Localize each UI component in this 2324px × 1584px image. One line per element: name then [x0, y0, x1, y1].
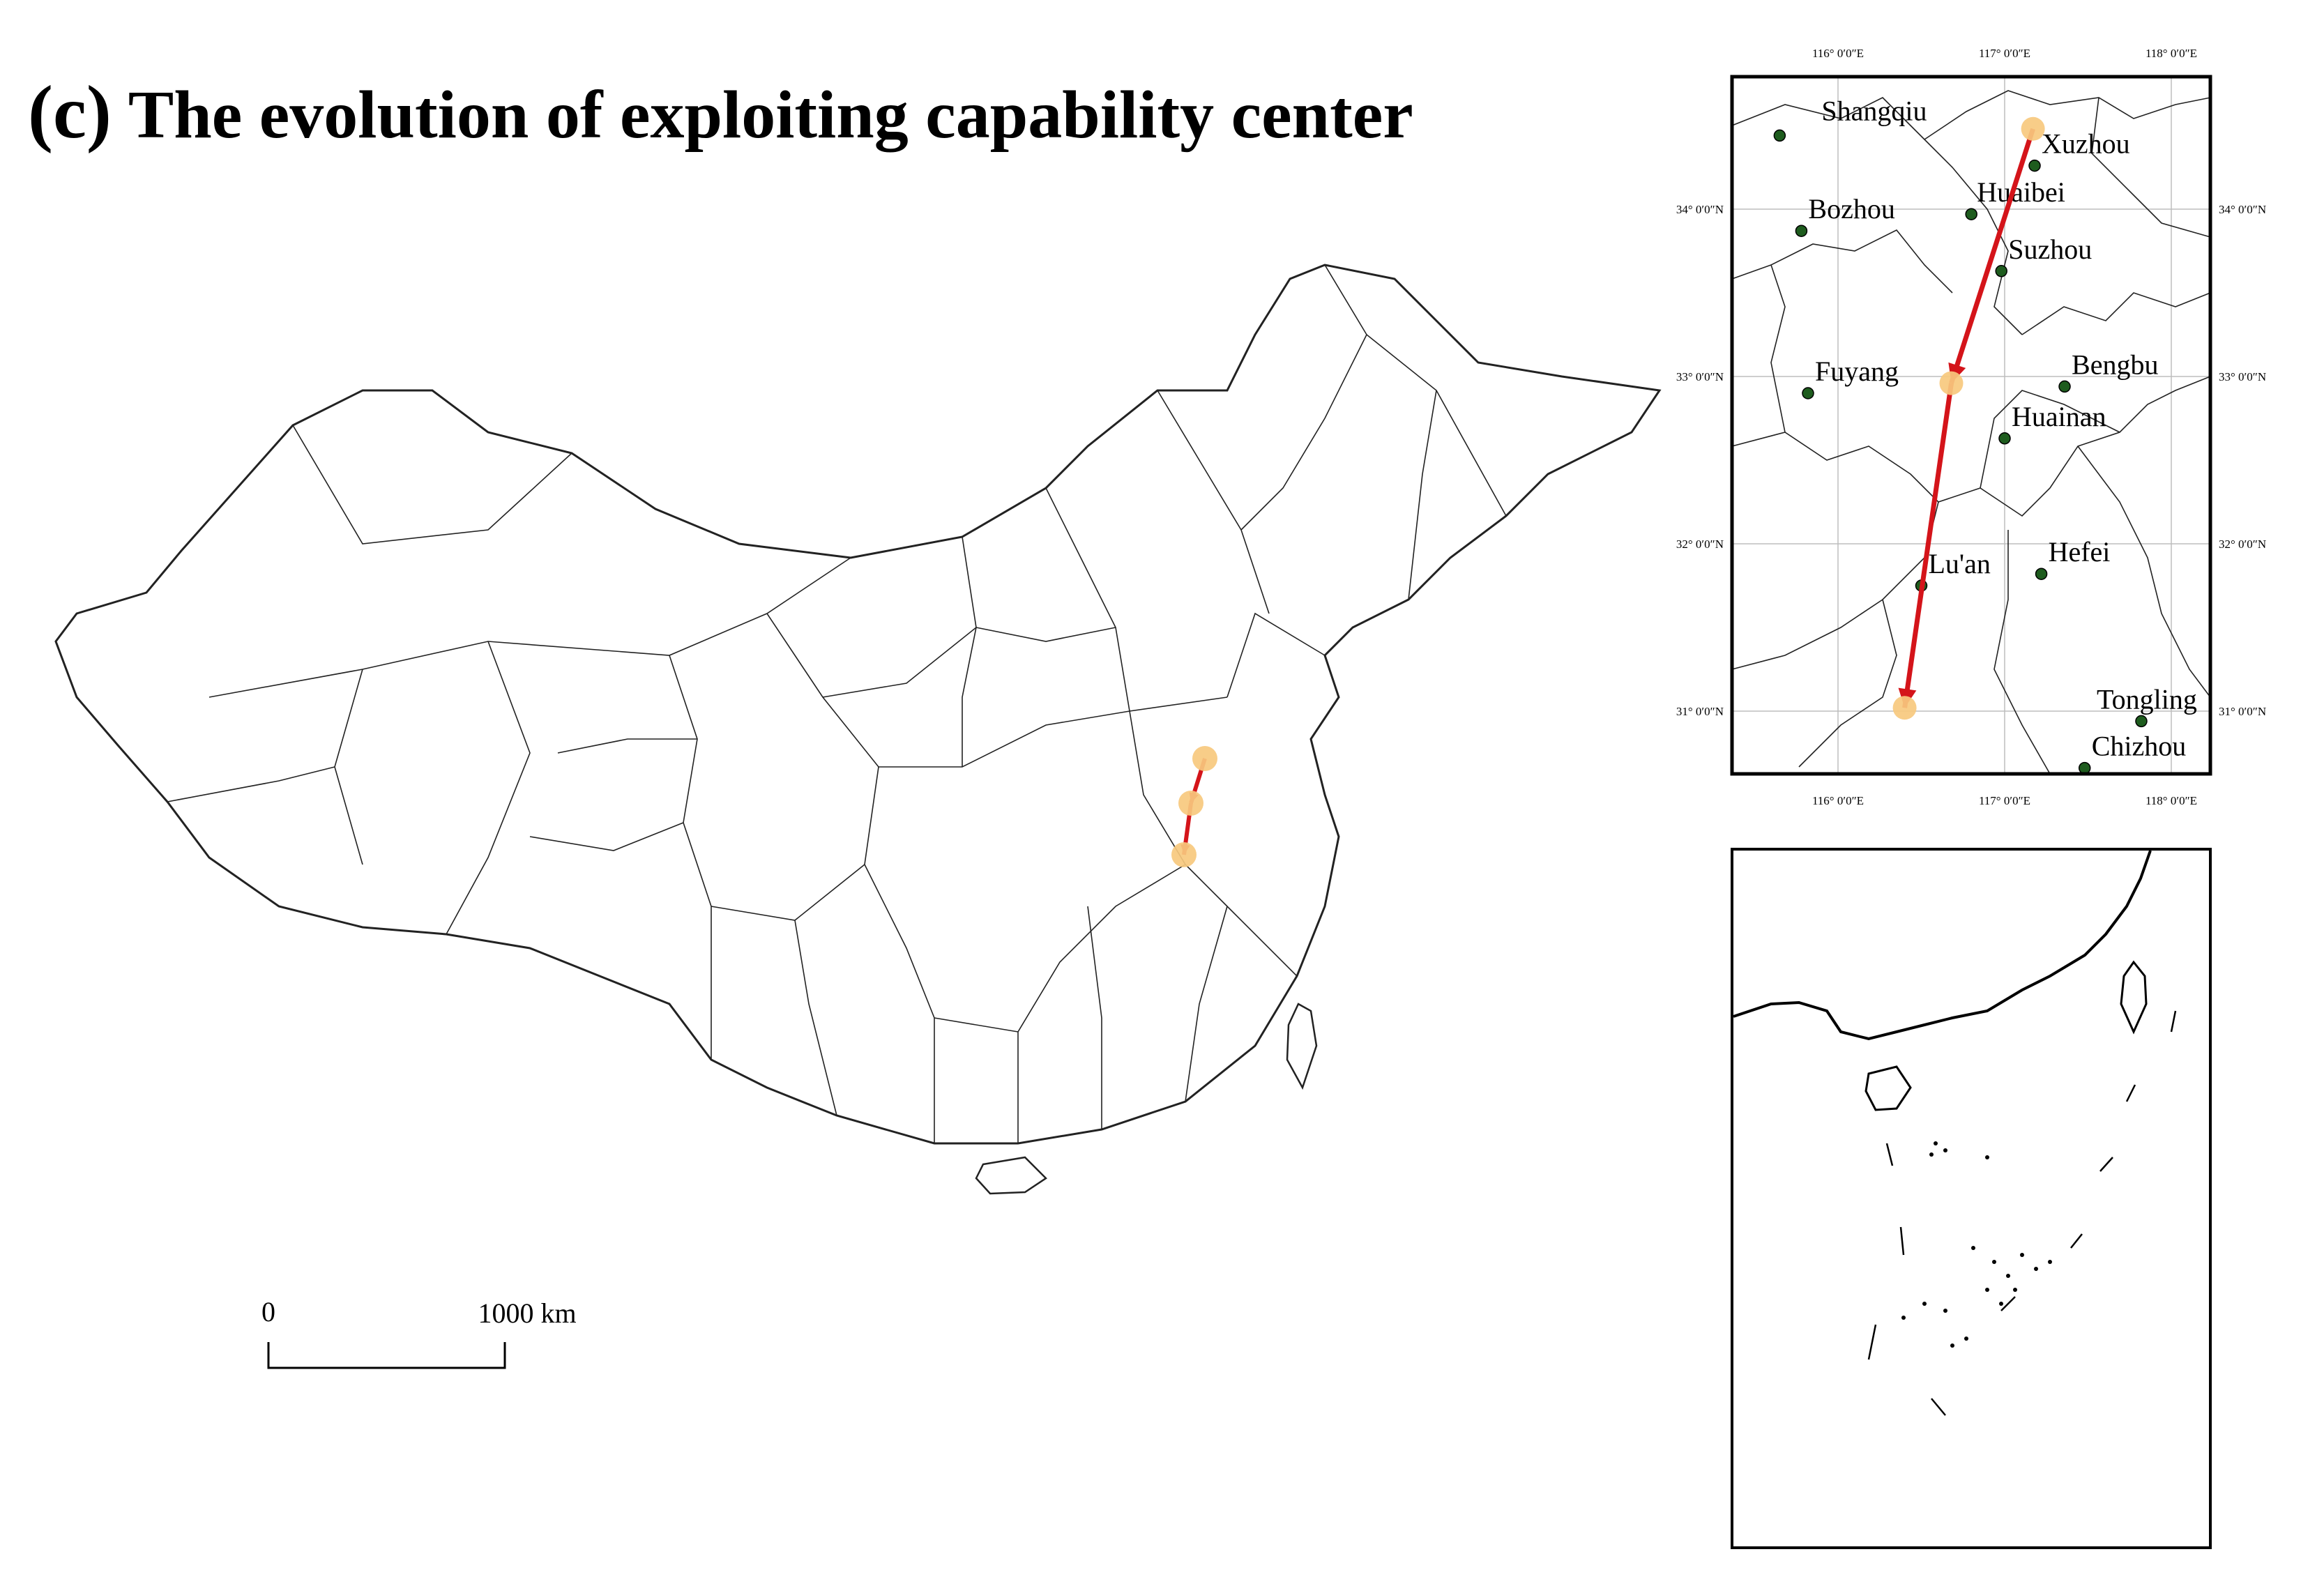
scale-bar: 0 1000 km [261, 1296, 577, 1369]
inset-boundaries [1731, 90, 2211, 775]
scale-zero-label: 0 [261, 1296, 275, 1327]
figure-tag: (c) [28, 71, 112, 154]
lat-tick-label-left: 32° 0′0″N [1676, 538, 1724, 551]
city-marker-huaibei [1965, 208, 1977, 220]
city-label-luan: Lu'an [1929, 548, 1991, 579]
city-marker-fuyang [1802, 387, 1814, 399]
city-label-tongling: Tongling [2097, 683, 2197, 715]
capability-center-point [1939, 371, 1964, 395]
city-label-fuyang: Fuyang [1815, 356, 1899, 387]
china-main-map [54, 264, 1662, 1195]
city-label-chizhou: Chizhou [2092, 731, 2187, 762]
main-trajectory [1171, 746, 1217, 867]
city-label-huainan: Huainan [2012, 401, 2106, 432]
inset-lon-ticks: 116° 0′0″E 116° 0′0″E 117° 0′0″E 117° 0′0″E… [1812, 47, 2197, 807]
lon-tick-label-top: 117° 0′0″E [1979, 47, 2030, 60]
south-china-sea-inset [1731, 848, 2212, 1549]
city-marker-bozhou [1795, 224, 1808, 237]
city-marker-bengbu [2058, 380, 2071, 393]
lon-tick-label-top: 116° 0′0″E [1812, 47, 1864, 60]
city-label-suzhou: Suzhou [2008, 234, 2092, 265]
scs-hainan-island [1864, 1065, 1912, 1111]
nine-dash-line [1867, 1010, 2177, 1416]
main-center-point [1171, 842, 1197, 867]
south-china-coastline [1733, 850, 2152, 1041]
city-marker-tongling [2135, 715, 2148, 728]
main-center-point [1192, 746, 1217, 771]
figure-title: (c) The evolution of exploiting capabilit… [28, 70, 1413, 156]
city-marker-huainan [1998, 432, 2011, 445]
city-marker-shangqiu [1773, 129, 1786, 142]
lat-tick-label-right: 34° 0′0″N [2219, 203, 2266, 216]
city-label-shangqiu: Shangqiu [1821, 95, 1927, 126]
city-marker-hefei [2035, 568, 2048, 580]
lat-tick-label-left: 31° 0′0″N [1676, 705, 1724, 718]
city-label-huaibei: Huaibei [1977, 176, 2065, 208]
inset-lat-ticks: 34° 0′0″N 34° 0′0″N 33° 0′0″N 33° 0′0″N 32° … [1676, 203, 2266, 718]
city-label-bozhou: Bozhou [1808, 193, 1894, 224]
scale-bar-line [267, 1342, 506, 1369]
city-label-bengbu: Bengbu [2072, 349, 2158, 380]
inset-trajectory [1892, 116, 2045, 720]
china-outline [54, 264, 1662, 1145]
lat-tick-label-left: 34° 0′0″N [1676, 203, 1724, 216]
scs-islands [1901, 1141, 2052, 1348]
lon-tick-label-bottom: 118° 0′0″E [2145, 794, 2197, 807]
inset-map: Shangqiu Xuzhou Huaibei Bozhou Suzhou Fuyang B… [1676, 47, 2266, 807]
city-label-xuzhou: Xuzhou [2042, 128, 2130, 160]
south-china-sea-frame [1731, 848, 2212, 1549]
city-marker-chizhou [2078, 761, 2091, 775]
scs-taiwan-island [2120, 960, 2148, 1035]
lat-tick-label-right: 31° 0′0″N [2219, 705, 2266, 718]
main-center-point [1178, 791, 1203, 816]
lat-tick-label-right: 32° 0′0″N [2219, 538, 2266, 551]
taiwan-island [1286, 1003, 1318, 1090]
capability-center-point [1892, 696, 1917, 720]
city-marker-suzhou [1995, 265, 2007, 277]
capability-center-point [2021, 116, 2045, 141]
lon-tick-label-bottom: 117° 0′0″E [1979, 794, 2030, 807]
hainan-island [975, 1156, 1047, 1195]
inset-map-frame [1730, 75, 2212, 776]
trajectory-segment [1949, 128, 2035, 384]
figure-title-text: The evolution of exploiting capability c… [128, 77, 1413, 153]
trajectory-segment [1902, 383, 1954, 708]
lat-tick-label-right: 33° 0′0″N [2219, 370, 2266, 383]
scale-end-label: 1000 km [478, 1297, 576, 1329]
inset-cities: Shangqiu Xuzhou Huaibei Bozhou Suzhou Fuyang B… [1773, 95, 2197, 775]
city-label-hefei: Hefei [2049, 536, 2111, 568]
lon-tick-label-top: 118° 0′0″E [2145, 47, 2197, 60]
lon-tick-label-bottom: 116° 0′0″E [1812, 794, 1864, 807]
lat-tick-label-left: 33° 0′0″N [1676, 370, 1724, 383]
city-marker-xuzhou [2028, 159, 2041, 172]
